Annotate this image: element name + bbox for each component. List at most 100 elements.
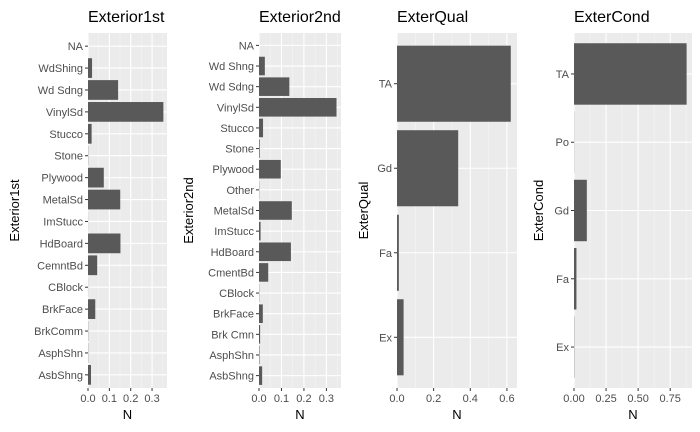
x-tick-label: 0.2 [426, 393, 441, 405]
chart-title: ExterQual [397, 9, 468, 26]
bar-HdBoard [259, 242, 291, 262]
y-tick-label: Wd Sdng [209, 82, 254, 94]
bar-CemntBd [88, 255, 98, 276]
y-tick-label: VinylSd [217, 102, 254, 114]
y-tick-label: Stucco [49, 129, 83, 141]
bar-Stucco [88, 123, 92, 144]
bar-Stone [259, 139, 260, 158]
y-tick-label: BrkFace [42, 304, 83, 316]
bar-Gd [574, 179, 587, 242]
y-tick-label: AsphShn [209, 350, 254, 362]
y-tick-label: HdBoard [40, 238, 83, 250]
y-tick-label: NA [239, 40, 255, 52]
x-tick-label: 0.50 [627, 393, 648, 405]
y-tick-label: Stone [54, 151, 83, 163]
x-tick-label: 0.1 [274, 393, 289, 405]
y-tick-label: VinylSd [46, 107, 83, 119]
chart-title: Exterior2nd [259, 9, 341, 26]
x-axis-title: N [123, 407, 132, 422]
y-tick-label: Gd [554, 206, 569, 218]
y-tick-label: WdShing [38, 63, 83, 75]
y-tick-label: HdBoard [211, 247, 254, 259]
y-tick-label: ImStucc [214, 226, 254, 238]
x-tick-label: 0.3 [319, 393, 334, 405]
y-axis-title: Exterior2nd [181, 177, 196, 243]
x-tick-label: 0.00 [563, 393, 584, 405]
y-tick-label: Stone [225, 144, 254, 156]
x-tick-label: 0.25 [595, 393, 616, 405]
y-tick-label: CBlock [219, 288, 254, 300]
y-tick-label: AsphShn [38, 348, 83, 360]
y-tick-label: AsbShng [209, 371, 254, 383]
x-tick-label: 0.4 [463, 393, 478, 405]
x-axis-title: N [295, 407, 304, 422]
y-tick-label: Plywood [41, 173, 83, 185]
bar-BrkFace [259, 304, 263, 323]
y-axis-title: ExterQual [356, 181, 371, 239]
bar-Wd Sdng [259, 77, 290, 96]
y-tick-label: CBlock [48, 282, 83, 294]
y-tick-label: Other [226, 185, 254, 197]
y-tick-label: Gd [377, 163, 392, 175]
bar-AsbShng [88, 364, 91, 385]
bar-AsbShng [259, 366, 263, 385]
bar-Wd Sdng [88, 80, 119, 100]
bar-Fa [397, 214, 399, 291]
y-tick-label: Wd Sdng [38, 85, 83, 97]
y-tick-label: CemntBd [37, 260, 83, 272]
chart-title: ExterCond [574, 9, 650, 26]
x-tick-label: 0.2 [296, 393, 311, 405]
y-tick-label: ImStucc [43, 216, 83, 228]
x-tick-label: 0.0 [80, 393, 95, 405]
y-tick-label: Fa [379, 248, 393, 260]
y-tick-label: Ex [556, 342, 569, 354]
bar-Fa [574, 248, 577, 310]
y-tick-label: MetalSd [214, 206, 254, 218]
y-tick-label: BrkFace [213, 309, 254, 321]
x-tick-label: 0.2 [123, 393, 138, 405]
x-tick-label: 0.0 [389, 393, 404, 405]
x-tick-label: 0.6 [499, 393, 514, 405]
x-tick-label: 0.1 [102, 393, 117, 405]
bar-Ex [397, 299, 404, 376]
bar-Plywood [259, 159, 281, 179]
x-axis-title: N [628, 407, 637, 422]
y-tick-label: TA [379, 79, 393, 91]
x-axis-title: N [452, 407, 461, 422]
bar-MetalSd [259, 201, 292, 220]
y-tick-label: Stucco [220, 123, 254, 135]
bar-Brk Cmn [259, 325, 261, 344]
bar-Gd [397, 130, 459, 207]
bar-Stucco [259, 118, 264, 138]
x-tick-label: 0.0 [251, 393, 266, 405]
bar-Plywood [88, 167, 104, 188]
y-tick-label: Fa [556, 274, 570, 286]
bar-BrkFace [88, 299, 96, 319]
bar-VinylSd [88, 102, 164, 122]
y-axis-title: ExterCond [531, 180, 546, 241]
bar-CmentBd [259, 263, 269, 282]
chart-title: Exterior1st [88, 9, 165, 26]
y-tick-label: Wd Shng [209, 61, 254, 73]
y-tick-label: Brk Cmn [211, 329, 254, 341]
bar-VinylSd [259, 98, 337, 117]
bar-TA [574, 43, 687, 105]
bar-HdBoard [88, 233, 121, 254]
y-tick-label: Po [556, 137, 569, 149]
y-tick-label: AsbShng [38, 370, 83, 382]
x-tick-label: 0.75 [659, 393, 680, 405]
y-axis-title: Exterior1st [7, 179, 22, 242]
y-tick-label: Plywood [212, 164, 254, 176]
bar-MetalSd [88, 189, 121, 210]
y-tick-label: NA [68, 41, 84, 53]
bar-Wd Shng [259, 56, 265, 76]
y-tick-label: MetalSd [43, 195, 83, 207]
y-tick-label: CmentBd [208, 267, 254, 279]
y-tick-label: BrkComm [34, 326, 83, 338]
x-tick-label: 0.3 [144, 393, 159, 405]
bar-ImStucc [259, 221, 261, 241]
y-tick-label: Ex [379, 332, 392, 344]
bar-TA [397, 45, 511, 122]
y-tick-label: TA [556, 69, 570, 81]
